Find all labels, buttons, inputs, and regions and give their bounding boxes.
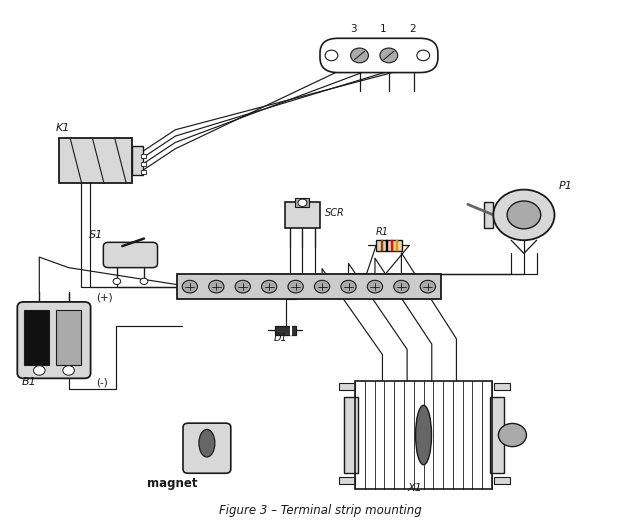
Bar xyxy=(285,202,320,228)
Bar xyxy=(59,138,132,183)
Bar xyxy=(484,202,493,227)
Text: P1: P1 xyxy=(559,181,573,191)
FancyBboxPatch shape xyxy=(320,38,438,73)
Circle shape xyxy=(325,50,338,61)
Circle shape xyxy=(341,280,356,293)
Bar xyxy=(296,198,310,207)
Circle shape xyxy=(63,366,74,375)
Text: SCR: SCR xyxy=(325,208,345,217)
Circle shape xyxy=(182,280,198,293)
Bar xyxy=(396,240,398,251)
Ellipse shape xyxy=(199,429,215,457)
Text: D1: D1 xyxy=(274,332,288,342)
Bar xyxy=(387,240,388,251)
Bar xyxy=(355,381,492,489)
Text: 2: 2 xyxy=(409,24,416,34)
Bar xyxy=(490,397,504,473)
Bar xyxy=(339,383,355,390)
Circle shape xyxy=(262,280,277,293)
Text: Figure 3 – Terminal strip mounting: Figure 3 – Terminal strip mounting xyxy=(219,504,421,517)
Circle shape xyxy=(33,366,45,375)
Bar xyxy=(141,154,146,158)
Circle shape xyxy=(507,201,541,229)
FancyBboxPatch shape xyxy=(103,242,157,268)
Bar xyxy=(494,383,510,390)
FancyBboxPatch shape xyxy=(183,423,231,473)
Circle shape xyxy=(351,48,369,63)
Circle shape xyxy=(493,190,554,240)
Circle shape xyxy=(420,280,435,293)
Text: 3: 3 xyxy=(351,24,357,34)
Text: 1: 1 xyxy=(380,24,387,34)
Circle shape xyxy=(298,199,307,207)
Circle shape xyxy=(209,280,224,293)
Bar xyxy=(376,240,401,251)
Bar xyxy=(344,397,358,473)
Bar xyxy=(141,170,146,174)
Circle shape xyxy=(288,280,303,293)
Text: S1: S1 xyxy=(90,229,104,240)
Bar xyxy=(132,146,143,175)
Bar xyxy=(392,240,394,251)
Bar xyxy=(24,310,49,365)
Ellipse shape xyxy=(415,405,431,465)
Text: (-): (-) xyxy=(96,377,108,387)
Bar xyxy=(494,477,510,484)
Circle shape xyxy=(499,423,527,447)
FancyBboxPatch shape xyxy=(17,302,91,378)
Text: magnet: magnet xyxy=(147,477,197,490)
Text: K1: K1 xyxy=(56,123,70,133)
Circle shape xyxy=(113,278,121,285)
Text: (+): (+) xyxy=(96,293,113,303)
Circle shape xyxy=(367,280,383,293)
Circle shape xyxy=(235,280,250,293)
Bar xyxy=(56,310,81,365)
Text: X1: X1 xyxy=(408,483,422,493)
Text: R1: R1 xyxy=(376,226,389,236)
Circle shape xyxy=(380,48,397,63)
Bar xyxy=(177,274,441,299)
Circle shape xyxy=(417,50,429,61)
Circle shape xyxy=(314,280,330,293)
Text: B1: B1 xyxy=(22,377,36,387)
Circle shape xyxy=(140,278,148,285)
Bar xyxy=(141,162,146,166)
Bar xyxy=(381,240,383,251)
Circle shape xyxy=(394,280,409,293)
Bar xyxy=(339,477,355,484)
Bar xyxy=(275,326,296,334)
